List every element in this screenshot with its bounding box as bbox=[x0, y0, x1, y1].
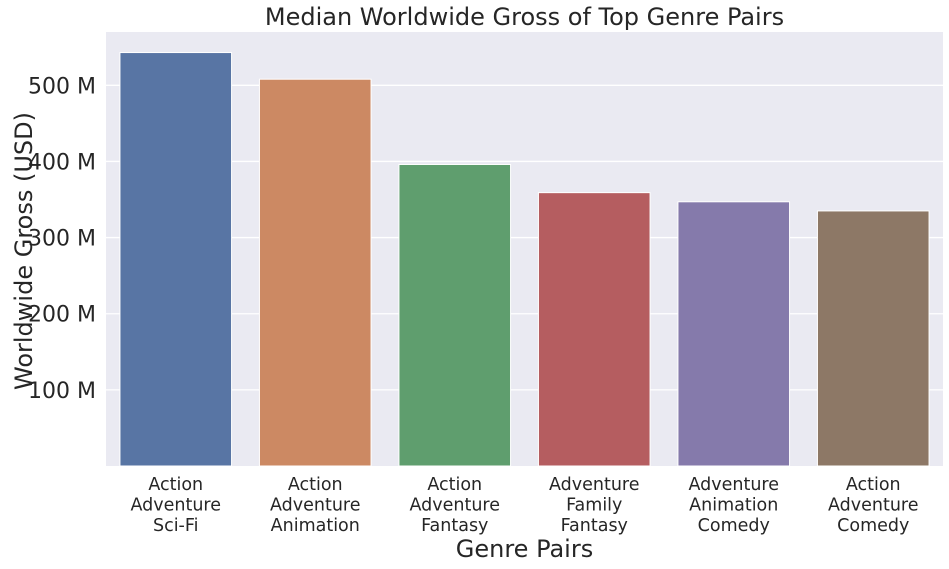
x-tick-label: Action Adventure Fantasy bbox=[409, 475, 500, 536]
bar bbox=[258, 78, 372, 467]
x-tick-label: Adventure Family Fantasy bbox=[549, 475, 640, 536]
gridlines bbox=[106, 84, 943, 391]
x-axis-label: Genre Pairs bbox=[456, 535, 593, 563]
y-tick-label: 200 M bbox=[28, 303, 96, 328]
x-tick-label: Action Adventure Sci-Fi bbox=[130, 475, 221, 536]
y-tick-label: 100 M bbox=[28, 379, 96, 404]
x-tick-labels: Action Adventure Sci-Fi Action Adventure Anim… bbox=[130, 475, 918, 536]
y-tick-label: 400 M bbox=[28, 150, 96, 175]
x-tick-label: Action Adventure Animation bbox=[270, 475, 361, 536]
y-tick-labels: 100 M 200 M 300 M 400 M 500 M bbox=[28, 74, 96, 404]
chart-title: Median Worldwide Gross of Top Genre Pair… bbox=[265, 3, 784, 31]
bar bbox=[119, 52, 233, 467]
plot-area bbox=[106, 32, 943, 466]
bar bbox=[537, 192, 651, 467]
x-tick-label: Adventure Animation Comedy bbox=[688, 475, 779, 536]
x-tick-label: Action Adventure Comedy bbox=[828, 475, 919, 536]
y-axis-label: Worldwide Gross (USD) bbox=[10, 112, 38, 390]
y-tick-label: 500 M bbox=[28, 74, 96, 99]
bar bbox=[398, 163, 512, 467]
bar bbox=[677, 201, 791, 467]
y-tick-label: 300 M bbox=[28, 227, 96, 252]
bar bbox=[816, 210, 930, 467]
bars bbox=[119, 52, 930, 467]
